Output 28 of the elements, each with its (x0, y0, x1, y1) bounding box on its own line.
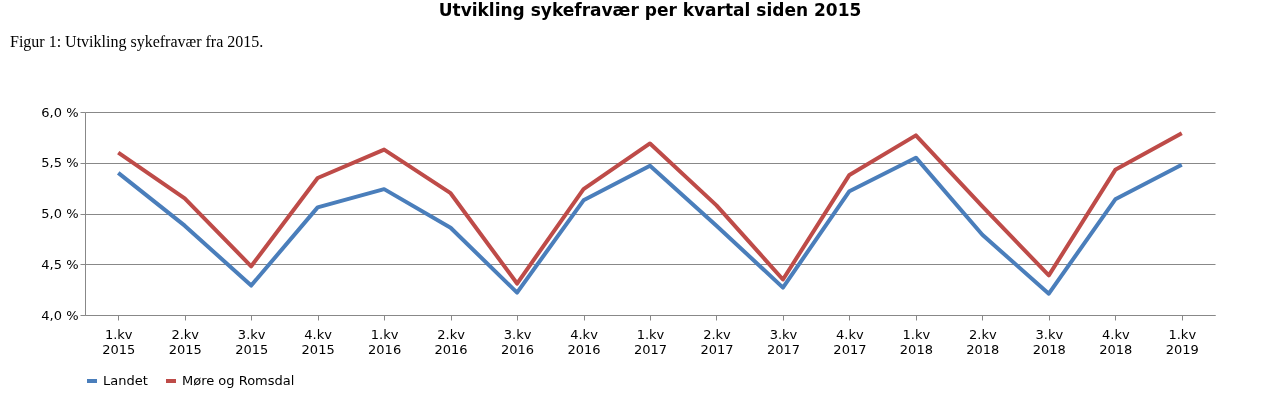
line-series (116, 131, 1184, 286)
y-tick-label: 4,5 % (41, 256, 79, 272)
x-tick-label: 4.kv 2015 (301, 326, 335, 357)
x-tick-label: 3.kv 2018 (1032, 326, 1066, 357)
x-tick-label: 1.kv 2018 (899, 326, 933, 357)
x-tick-label: 1.kv 2016 (368, 326, 402, 357)
x-tick-label: 1.kv 2017 (633, 326, 668, 357)
x-tick-label: 4.kv 2016 (567, 326, 601, 357)
x-tick-label: 1.kv 2015 (102, 326, 136, 357)
x-tick-label: 2.kv 2016 (434, 326, 468, 357)
y-tick-label: 6,0 % (41, 104, 79, 120)
x-tick-label: 2.kv 2017 (700, 326, 734, 357)
x-tick-label: 1.kv 2019 (1165, 326, 1199, 357)
x-tick-label: 2.kv 2015 (168, 326, 202, 357)
legend-label: Landet (103, 373, 148, 388)
x-tick-label: 3.kv 2015 (235, 326, 269, 357)
y-tick-label: 5,0 % (41, 206, 79, 221)
y-tick-label: 5,5 % (41, 155, 79, 171)
y-tick-label: 4,0 % (41, 307, 79, 323)
x-tick-label: 3.kv 2017 (766, 326, 800, 357)
x-tick-label: 2.kv 2018 (966, 326, 1000, 357)
legend-label: Møre og Romsdal (182, 373, 295, 388)
chart-title: Utvikling sykefravær per kvartal siden 2015 (438, 0, 862, 20)
x-tick-label: 4.kv 2018 (1099, 326, 1133, 357)
line-series (116, 155, 1184, 296)
x-tick-label: 3.kv 2016 (501, 326, 535, 357)
x-tick-label: 4.kv 2017 (833, 326, 867, 357)
text: Figur 1: Utvikling sykefravær fra 2015. (10, 33, 264, 51)
